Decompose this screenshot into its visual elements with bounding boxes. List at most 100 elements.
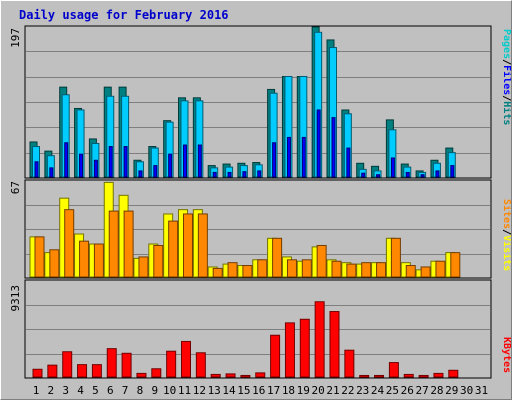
x-tick-label: 6 bbox=[107, 384, 114, 397]
x-tick-label: 12 bbox=[193, 384, 206, 397]
bar-kbytes-day-27 bbox=[418, 374, 429, 378]
bar-sites-day-25 bbox=[390, 237, 401, 278]
x-tick-label: 25 bbox=[386, 384, 399, 397]
x-tick-label: 21 bbox=[326, 384, 339, 397]
bar-pages-day-1 bbox=[34, 161, 39, 178]
legend-kbytes: KBytes bbox=[501, 337, 511, 373]
legend-sites: Sites bbox=[501, 199, 511, 229]
bar-kbytes-day-28 bbox=[433, 372, 444, 378]
bar-pages-day-2 bbox=[49, 167, 54, 178]
bar-sites-day-17 bbox=[272, 237, 283, 278]
legend-visits: Visits bbox=[501, 235, 511, 271]
requests-max-label: 197 bbox=[9, 28, 22, 48]
x-tick-label: 30 bbox=[460, 384, 473, 397]
bar-sites-day-14 bbox=[227, 262, 238, 278]
bar-kbytes-day-9 bbox=[151, 368, 162, 378]
bar-kbytes-day-20 bbox=[314, 301, 325, 378]
bar-kbytes-day-16 bbox=[255, 372, 266, 378]
bar-pages-day-15 bbox=[242, 171, 247, 178]
bar-kbytes-day-2 bbox=[47, 364, 58, 378]
bar-sites-day-28 bbox=[435, 260, 446, 278]
bar-pages-day-22 bbox=[346, 147, 351, 178]
bar-kbytes-day-23 bbox=[359, 374, 370, 378]
bar-pages-day-6 bbox=[108, 146, 113, 178]
x-tick-label: 20 bbox=[312, 384, 325, 397]
x-tick-label: 13 bbox=[208, 384, 221, 397]
visits-max-label: 67 bbox=[9, 181, 22, 194]
x-tick-label: 3 bbox=[62, 384, 69, 397]
x-tick-label: 29 bbox=[445, 384, 458, 397]
bar-pages-day-18 bbox=[286, 136, 291, 178]
x-tick-label: 4 bbox=[77, 384, 84, 397]
bar-sites-day-12 bbox=[197, 213, 208, 278]
x-axis-labels: 1 2 3 4 5 6 7 8 9 10 11 12 13 14 15 16 17 18 19 20 21 22 23 24 2… bbox=[33, 384, 488, 397]
requests-legend: Pages/Files/Hits bbox=[501, 29, 511, 125]
bar-pages-day-28 bbox=[435, 170, 440, 178]
bar-kbytes-day-18 bbox=[284, 322, 295, 378]
bar-kbytes-day-11 bbox=[181, 340, 191, 378]
x-tick-label: 23 bbox=[356, 384, 369, 397]
bar-pages-day-10 bbox=[168, 153, 173, 178]
x-tick-label: 7 bbox=[122, 384, 129, 397]
bar-pages-day-21 bbox=[331, 117, 336, 178]
visits-panel bbox=[24, 179, 492, 279]
bar-kbytes-day-5 bbox=[91, 364, 102, 378]
bar-kbytes-day-25 bbox=[388, 362, 399, 378]
bar-pages-day-19 bbox=[301, 136, 306, 178]
legend-sep-1: / bbox=[501, 59, 511, 65]
bar-kbytes-day-10 bbox=[166, 350, 177, 378]
bar-kbytes-day-22 bbox=[344, 349, 355, 378]
bar-sites-day-20 bbox=[316, 244, 327, 278]
x-tick-label: 5 bbox=[92, 384, 99, 397]
x-tick-label: 24 bbox=[371, 384, 385, 397]
x-tick-label: 19 bbox=[297, 384, 310, 397]
bar-pages-day-9 bbox=[153, 165, 158, 178]
x-tick-label: 22 bbox=[341, 384, 354, 397]
bar-kbytes-day-8 bbox=[136, 372, 147, 378]
x-tick-label: 10 bbox=[163, 384, 176, 397]
bar-sites-day-29 bbox=[450, 252, 461, 278]
x-tick-label: 26 bbox=[401, 384, 414, 397]
bar-kbytes-day-17 bbox=[270, 334, 281, 378]
x-tick-label: 28 bbox=[430, 384, 443, 397]
bar-kbytes-day-14 bbox=[225, 373, 236, 378]
bar-sites-day-2 bbox=[49, 249, 60, 278]
bar-pages-day-26 bbox=[405, 171, 410, 178]
x-tick-label: 8 bbox=[137, 384, 144, 397]
x-tick-label: 18 bbox=[282, 384, 295, 397]
bar-pages-day-16 bbox=[257, 170, 262, 178]
bar-sites-day-19 bbox=[301, 259, 312, 278]
bar-sites-day-16 bbox=[257, 259, 268, 278]
bar-sites-day-27 bbox=[420, 266, 431, 278]
bar-sites-day-7 bbox=[123, 210, 134, 278]
x-tick-label: 16 bbox=[252, 384, 265, 397]
bar-kbytes-day-15 bbox=[240, 374, 251, 378]
bar-pages-day-29 bbox=[450, 165, 455, 178]
chart-title: Daily usage for February 2016 bbox=[19, 8, 229, 22]
bar-kbytes-day-1 bbox=[32, 368, 43, 378]
bar-pages-day-4 bbox=[79, 153, 84, 178]
legend-sep-2: / bbox=[501, 95, 511, 101]
bar-sites-day-9 bbox=[153, 244, 164, 278]
legend-pages: Pages bbox=[501, 29, 511, 59]
bar-sites-day-22 bbox=[346, 263, 357, 278]
bar-kbytes-day-12 bbox=[195, 352, 206, 378]
bar-kbytes-day-19 bbox=[299, 318, 310, 378]
x-tick-label: 31 bbox=[475, 384, 488, 397]
kbytes-max-label: 9313 bbox=[9, 285, 22, 312]
bar-sites-day-3 bbox=[64, 209, 75, 278]
bar-kbytes-day-26 bbox=[403, 373, 414, 378]
x-tick-label: 1 bbox=[33, 384, 40, 397]
legend-files: Files bbox=[501, 65, 511, 95]
visits-legend: Sites/Visits bbox=[501, 199, 511, 271]
x-tick-label: 2 bbox=[48, 384, 55, 397]
x-tick-label: 17 bbox=[267, 384, 280, 397]
x-tick-label: 15 bbox=[237, 384, 250, 397]
x-tick-label: 11 bbox=[178, 384, 191, 397]
bar-pages-day-14 bbox=[227, 171, 232, 178]
bar-pages-day-12 bbox=[197, 144, 202, 178]
kbytes-legend: KBytes bbox=[501, 337, 511, 373]
x-tick-label: 9 bbox=[151, 384, 158, 397]
